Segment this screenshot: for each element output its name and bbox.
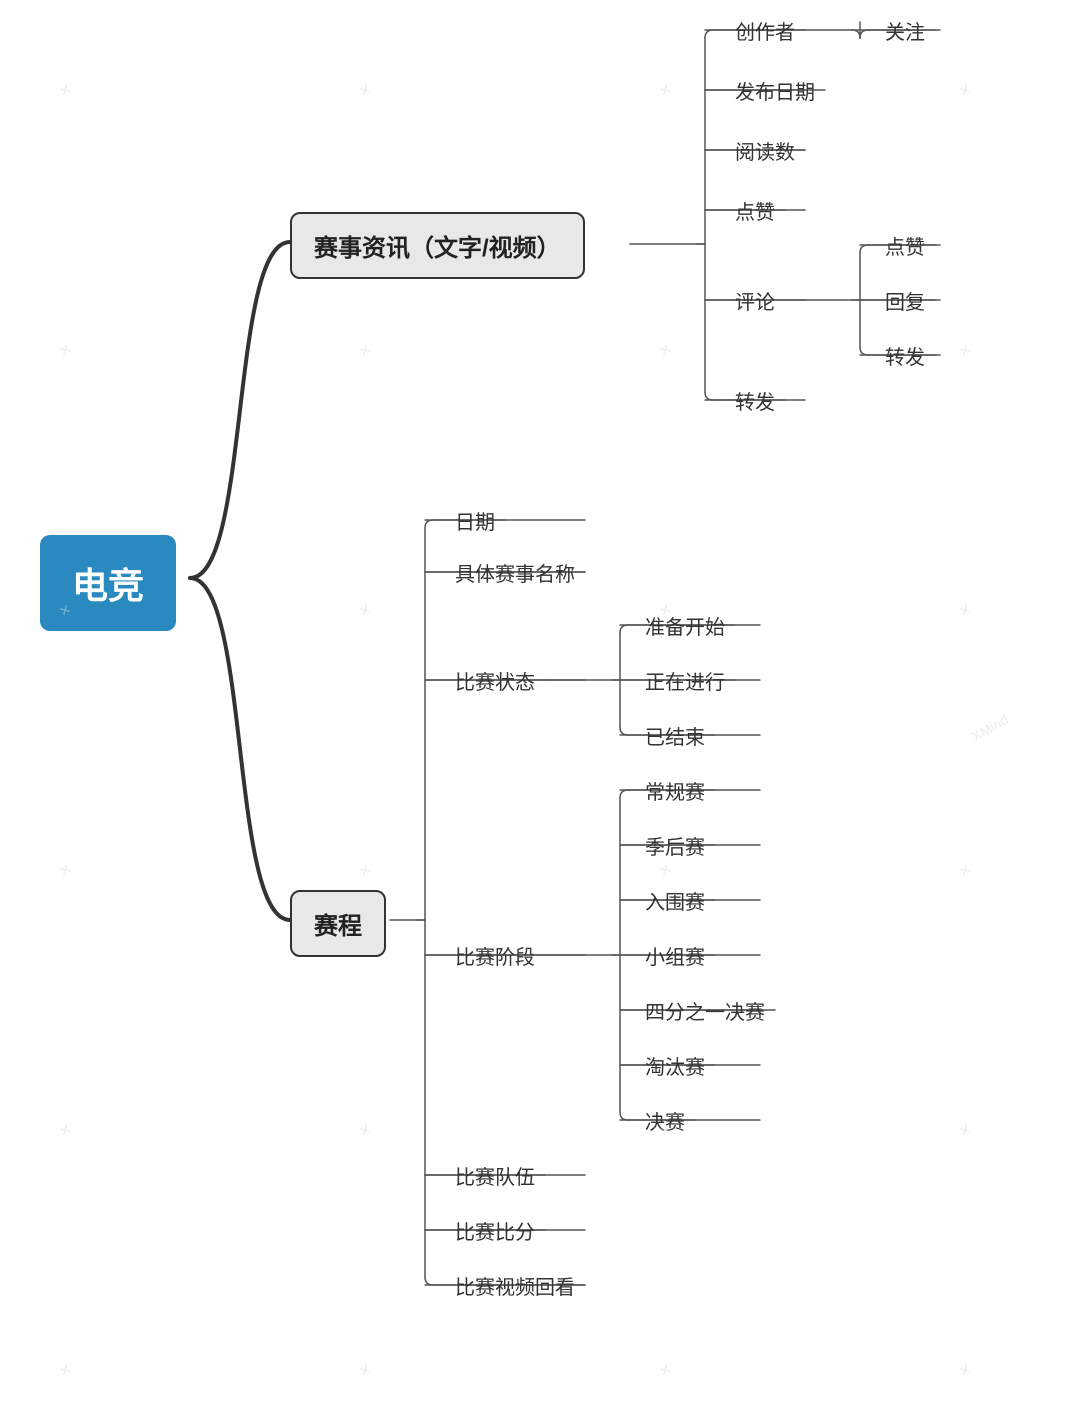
news-item-5-label: 转发 bbox=[735, 392, 775, 414]
news-item-4: 评论 bbox=[735, 286, 775, 315]
news-item-0-0-label: 关注 bbox=[885, 22, 925, 44]
news-item-4-1-label: 回复 bbox=[885, 292, 925, 314]
news-item-1: 发布日期 bbox=[735, 76, 815, 105]
sched-item-4-label: 比赛队伍 bbox=[455, 1167, 535, 1189]
sched-item-3-0: 常规赛 bbox=[645, 776, 705, 805]
sched-item-2-1: 正在进行 bbox=[645, 666, 725, 695]
sched-item-3-5-label: 淘汰赛 bbox=[645, 1057, 705, 1079]
news-item-1-label: 发布日期 bbox=[735, 82, 815, 104]
sched-item-1-label: 具体赛事名称 bbox=[455, 564, 575, 586]
news-item-4-2: 转发 bbox=[885, 341, 925, 370]
sched-item-4: 比赛队伍 bbox=[455, 1161, 535, 1190]
news-item-4-0: 点赞 bbox=[885, 231, 925, 260]
sched-item-2-1-label: 正在进行 bbox=[645, 672, 725, 694]
news-item-0-label: 创作者 bbox=[735, 22, 795, 44]
sched-item-3-3: 小组赛 bbox=[645, 941, 705, 970]
news-item-0-0: 关注 bbox=[885, 16, 925, 45]
main-news-label: 赛事资讯（文字/视频） bbox=[314, 235, 561, 262]
root-node[interactable]: 电竞 bbox=[40, 535, 176, 631]
sched-item-3-4-label: 四分之一决赛 bbox=[645, 1002, 765, 1024]
sched-item-3-6: 决赛 bbox=[645, 1106, 685, 1135]
main-schedule[interactable]: 赛程 bbox=[290, 890, 386, 957]
sched-item-2-label: 比赛状态 bbox=[455, 672, 535, 694]
news-item-4-label: 评论 bbox=[735, 292, 775, 314]
sched-item-2-0: 准备开始 bbox=[645, 611, 725, 640]
sched-item-3-2-label: 入围赛 bbox=[645, 892, 705, 914]
sched-item-3-2: 入围赛 bbox=[645, 886, 705, 915]
news-item-3-label: 点赞 bbox=[735, 202, 775, 224]
sched-item-3-3-label: 小组赛 bbox=[645, 947, 705, 969]
sched-item-3-6-label: 决赛 bbox=[645, 1112, 685, 1134]
sched-item-2-0-label: 准备开始 bbox=[645, 617, 725, 639]
sched-item-2-2: 已结束 bbox=[645, 721, 705, 750]
sched-item-3-1: 季后赛 bbox=[645, 831, 705, 860]
sched-item-0-label: 日期 bbox=[455, 512, 495, 534]
news-item-2-label: 阅读数 bbox=[735, 142, 795, 164]
main-schedule-label: 赛程 bbox=[314, 913, 362, 940]
sched-item-2: 比赛状态 bbox=[455, 666, 535, 695]
sched-item-3-1-label: 季后赛 bbox=[645, 837, 705, 859]
news-item-5: 转发 bbox=[735, 386, 775, 415]
news-item-4-1: 回复 bbox=[885, 286, 925, 315]
news-item-4-2-label: 转发 bbox=[885, 347, 925, 369]
sched-item-3-0-label: 常规赛 bbox=[645, 782, 705, 804]
sched-item-3-5: 淘汰赛 bbox=[645, 1051, 705, 1080]
news-item-2: 阅读数 bbox=[735, 136, 795, 165]
sched-item-0: 日期 bbox=[455, 506, 495, 535]
sched-item-5-label: 比赛比分 bbox=[455, 1222, 535, 1244]
main-news[interactable]: 赛事资讯（文字/视频） bbox=[290, 212, 585, 279]
sched-item-6-label: 比赛视频回看 bbox=[455, 1277, 575, 1299]
root-label: 电竞 bbox=[72, 565, 144, 606]
sched-item-6: 比赛视频回看 bbox=[455, 1271, 575, 1300]
sched-item-2-2-label: 已结束 bbox=[645, 727, 705, 749]
news-item-0: 创作者 bbox=[735, 16, 795, 45]
sched-item-3-4: 四分之一决赛 bbox=[645, 996, 765, 1025]
news-item-3: 点赞 bbox=[735, 196, 775, 225]
sched-item-3: 比赛阶段 bbox=[455, 941, 535, 970]
sched-item-3-label: 比赛阶段 bbox=[455, 947, 535, 969]
sched-item-1: 具体赛事名称 bbox=[455, 558, 575, 587]
sched-item-5: 比赛比分 bbox=[455, 1216, 535, 1245]
news-item-4-0-label: 点赞 bbox=[885, 237, 925, 259]
